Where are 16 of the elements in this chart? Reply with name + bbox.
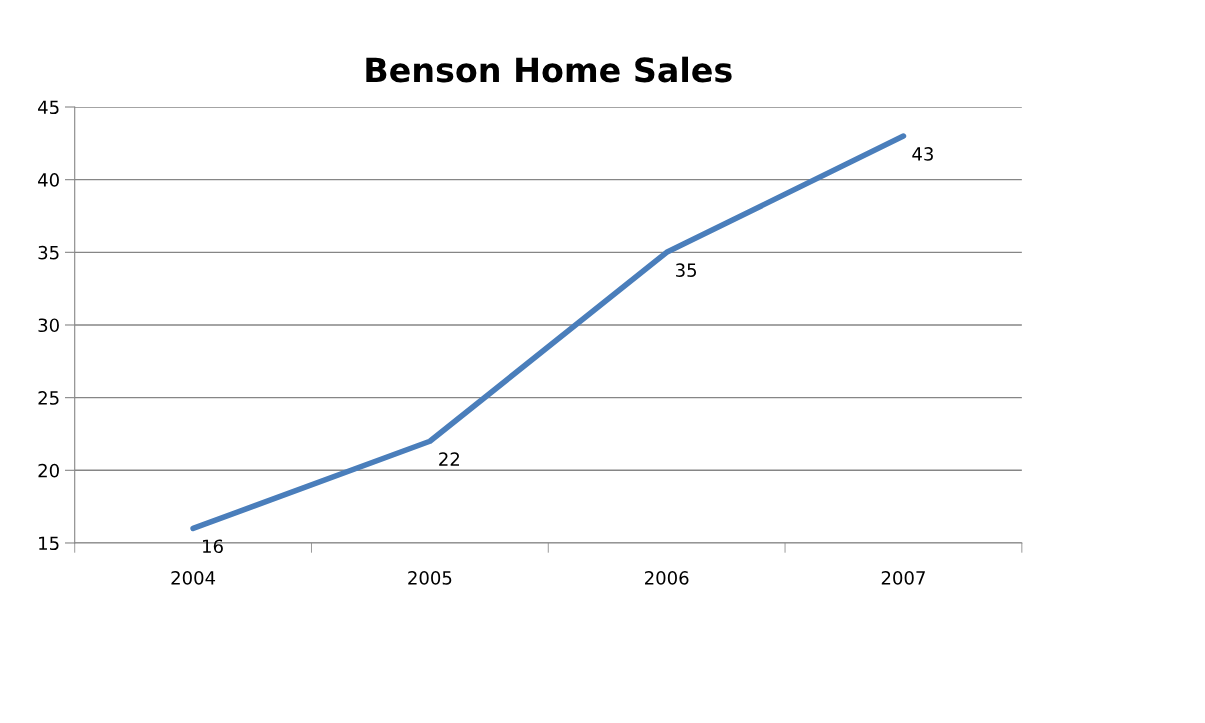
x-tick-label: 2007 [881, 571, 925, 585]
data-label: 35 [676, 263, 697, 278]
y-tick-label: 15 [39, 536, 59, 551]
data-label: 16 [203, 539, 223, 554]
x-tick-label: 2005 [408, 571, 452, 585]
x-tick-label: 2006 [645, 571, 689, 585]
data-label: 43 [912, 147, 933, 161]
data-label: 22 [439, 452, 460, 466]
y-tick-label: 35 [38, 245, 59, 260]
x-tick-label: 2004 [171, 571, 216, 585]
chart-title: Benson Home Sales [366, 56, 732, 83]
y-tick-label: 25 [38, 391, 59, 405]
y-tick-label: 20 [38, 463, 59, 478]
y-tick-label: 45 [38, 100, 59, 115]
y-tick-label: 40 [38, 173, 59, 187]
y-tick-label: 30 [38, 318, 59, 333]
